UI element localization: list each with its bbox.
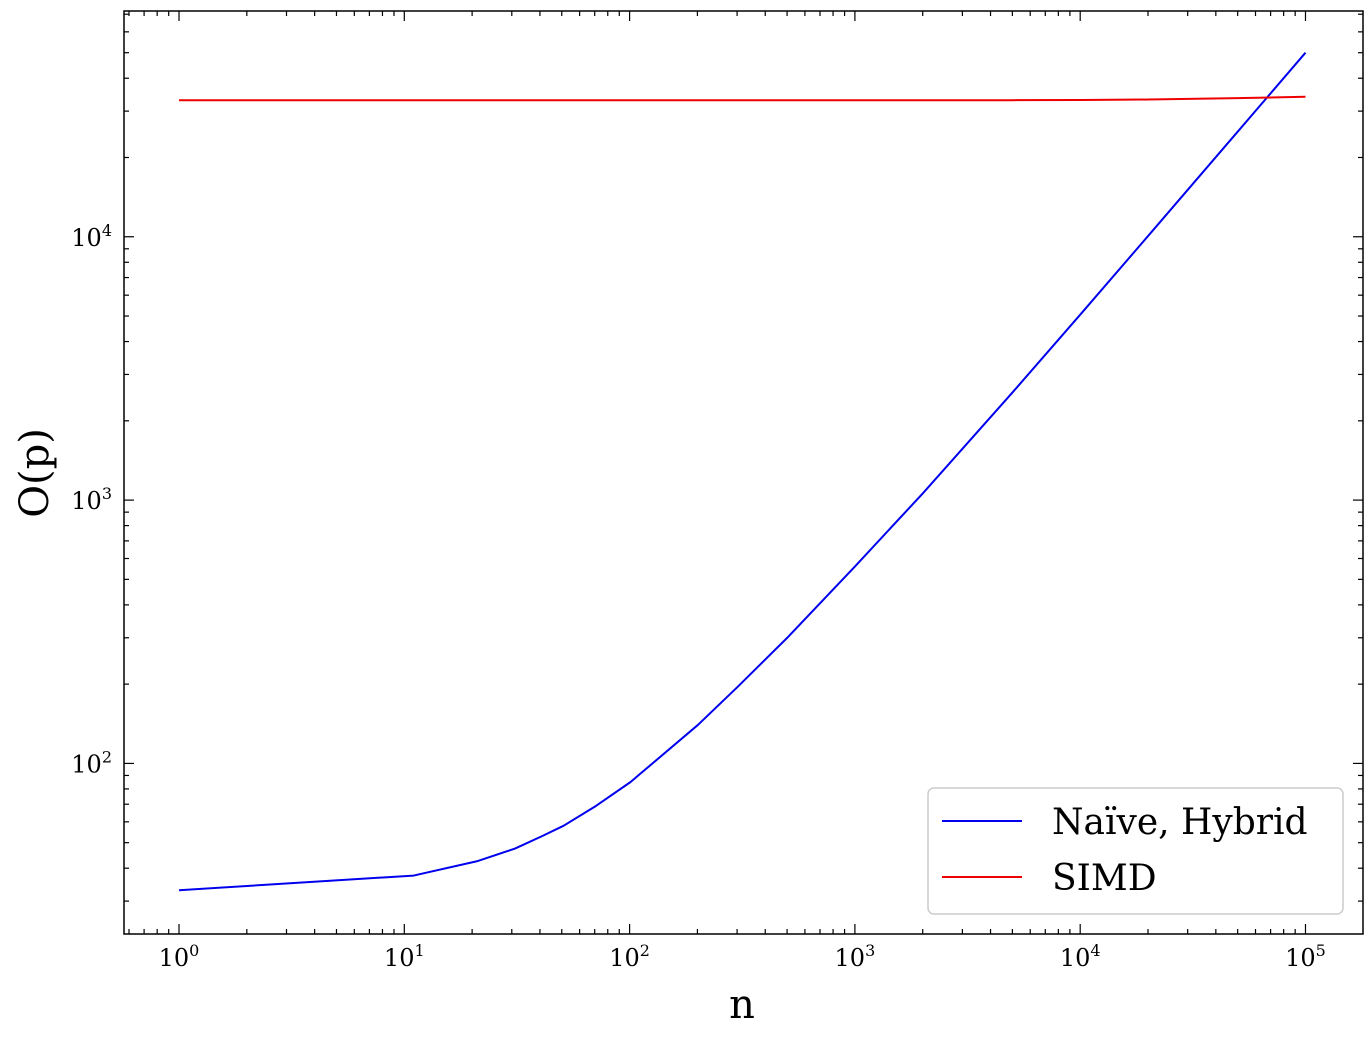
y-tick-labels: 102 103 104 [71, 221, 112, 779]
legend-box [927, 787, 1344, 915]
x-tick-label-4: 104 [1060, 941, 1101, 972]
legend-label-naive-hybrid: Naïve, Hybrid [1052, 802, 1308, 843]
x-tick-label-1: 101 [384, 941, 425, 972]
x-tick-label-5: 105 [1285, 941, 1326, 972]
y-tick-label-0: 102 [71, 747, 112, 778]
y-axis-title: O(p) [12, 428, 58, 518]
x-axis-title: n [729, 982, 755, 1028]
x-tick-label-2: 102 [609, 941, 650, 972]
series-line-simd [179, 95, 1306, 102]
y-tick-label-2: 104 [71, 221, 112, 252]
x-tick-label-3: 103 [835, 941, 876, 972]
legend-label-simd: SIMD [1052, 858, 1157, 899]
x-tick-labels: 100 101 102 103 104 105 [159, 941, 1326, 972]
plot-frame [123, 10, 1364, 935]
series-line-naive-hybrid [178, 52, 1307, 892]
major-ticks [124, 11, 1363, 934]
legend: Naïve, Hybrid SIMD [927, 787, 1344, 915]
minor-ticks [124, 11, 1363, 934]
y-tick-label-1: 103 [71, 484, 112, 515]
series-layer [178, 52, 1307, 892]
x-tick-label-0: 100 [159, 941, 200, 972]
